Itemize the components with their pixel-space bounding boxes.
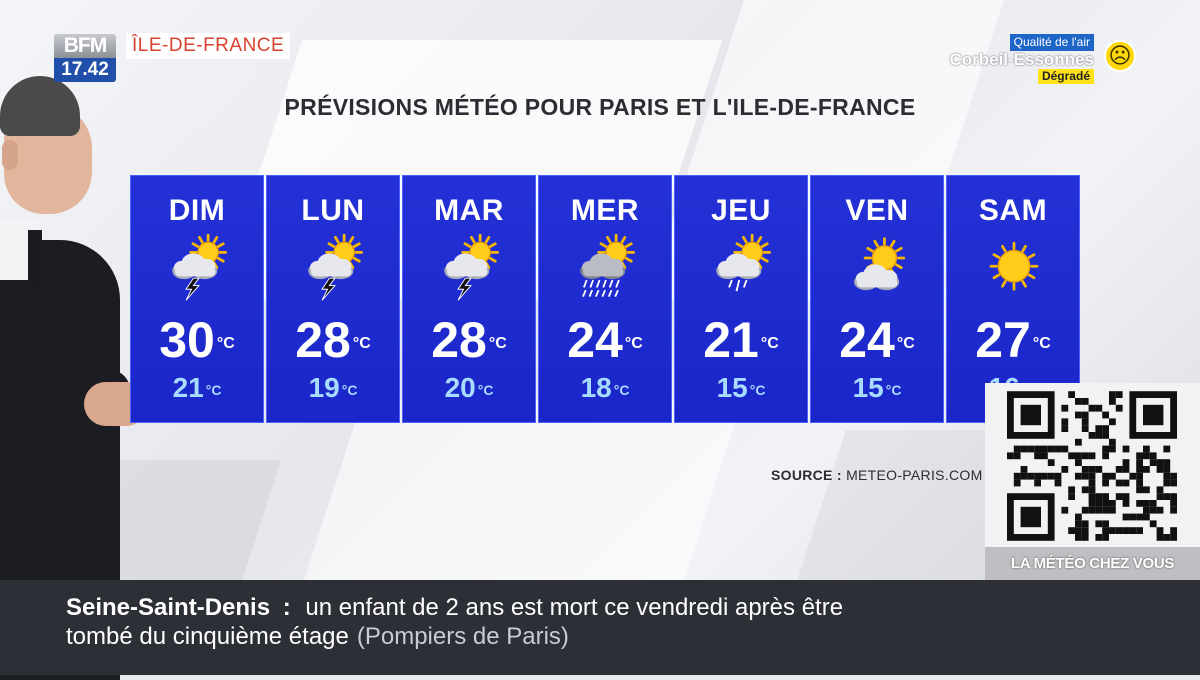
day-name: MAR bbox=[434, 194, 504, 227]
qr-code-icon bbox=[1007, 391, 1177, 541]
temperature-unit: °C bbox=[885, 382, 902, 398]
temperature-max: 24 °C bbox=[539, 312, 671, 368]
temperature-max-value: 28 bbox=[431, 312, 487, 368]
temperature-min: 21 °C bbox=[131, 372, 263, 404]
temperature-unit: °C bbox=[1032, 335, 1051, 352]
sun-cloud-lightning-icon bbox=[444, 234, 500, 301]
qr-caption: LA MÉTÉO CHEZ VOUS bbox=[985, 547, 1200, 581]
temperature-max-value: 21 bbox=[703, 312, 759, 368]
ticker-line-1: Seine-Saint-Denis : un enfant de 2 ans e… bbox=[66, 594, 843, 622]
page-title: PRÉVISIONS MÉTÉO POUR PARIS ET L'ILE-DE-… bbox=[284, 94, 916, 120]
day-name: LUN bbox=[301, 194, 365, 227]
day-name: DIM bbox=[168, 194, 226, 227]
air-quality-label: Qualité de l'air bbox=[1009, 34, 1094, 51]
sun-cloud-lightning-icon bbox=[172, 234, 228, 301]
ticker-text-continued: tombé du cinquième étage bbox=[66, 623, 349, 650]
temperature-unit: °C bbox=[896, 335, 915, 352]
temperature-max: 28 °C bbox=[267, 312, 399, 368]
ticker-source: (Pompiers de Paris) bbox=[356, 623, 569, 650]
day-name: SAM bbox=[978, 194, 1048, 227]
forecast-day-jeu: JEU 21 °C 15 °C bbox=[674, 175, 808, 423]
ticker-headline: Seine-Saint-Denis bbox=[66, 594, 271, 621]
forecast-day-mar: MAR 28 °C 20 °C bbox=[402, 175, 536, 423]
ticker-text: un enfant de 2 ans est mort ce vendredi … bbox=[305, 594, 844, 621]
day-name: MER bbox=[570, 194, 640, 227]
temperature-unit: °C bbox=[341, 382, 358, 398]
temperature-max-value: 27 bbox=[975, 312, 1031, 368]
air-quality-widget: Qualité de l'air Corbeil-Essonnes Dégrad… bbox=[949, 34, 1140, 84]
temperature-unit: °C bbox=[613, 382, 630, 398]
source-label: SOURCE : bbox=[771, 467, 842, 483]
temperature-unit: °C bbox=[216, 335, 235, 352]
temperature-max: 21 °C bbox=[675, 312, 807, 368]
sun-cloud-heavy-rain-icon bbox=[580, 234, 636, 297]
temperature-min-value: 15 bbox=[716, 372, 748, 403]
sun-cloud-icon bbox=[854, 237, 906, 291]
sun-icon bbox=[989, 241, 1039, 291]
sad-face-icon: ☹ bbox=[1104, 40, 1136, 72]
news-ticker: Seine-Saint-Denis : un enfant de 2 ans e… bbox=[0, 580, 1200, 675]
temperature-unit: °C bbox=[488, 335, 507, 352]
sun-cloud-lightning-icon bbox=[308, 234, 364, 301]
forecast-day-sam: SAM 27°C 16°C bbox=[946, 175, 1080, 423]
sun-cloud-rain-icon bbox=[716, 234, 772, 292]
temperature-max-value: 24 bbox=[567, 312, 623, 368]
qr-code-panel: LA MÉTÉO CHEZ VOUS bbox=[985, 383, 1200, 581]
source-credit: SOURCE : METEO-PARIS.COM bbox=[771, 467, 983, 483]
temperature-unit: °C bbox=[760, 335, 779, 352]
temperature-min: 19 °C bbox=[267, 372, 399, 404]
temperature-unit: °C bbox=[352, 335, 371, 352]
day-name: VEN bbox=[845, 194, 909, 227]
forecast-panel: DIM 30 °C 21 °C LUN 28 °C 19 °C MAR 28 °C 20 °… bbox=[130, 175, 1080, 423]
temperature-min-value: 20 bbox=[444, 372, 476, 403]
channel-logo: BFM 17.42 bbox=[54, 34, 116, 84]
source-value: METEO-PARIS.COM bbox=[846, 467, 983, 483]
temperature-min: 18 °C bbox=[539, 372, 671, 404]
presenter bbox=[0, 70, 160, 680]
air-quality-status: Dégradé bbox=[1037, 69, 1094, 84]
ticker-line-2: tombé du cinquième étage (Pompiers de Par… bbox=[66, 623, 569, 651]
forecast-day-lun: LUN 28 °C 19 °C bbox=[266, 175, 400, 423]
temperature-min-value: 19 bbox=[308, 372, 340, 403]
temperature-min-value: 18 bbox=[580, 372, 612, 403]
temperature-max-value: 24 bbox=[839, 312, 895, 368]
temperature-unit: °C bbox=[749, 382, 766, 398]
logo-text: BFM bbox=[54, 34, 116, 58]
temperature-min: 15 °C bbox=[675, 372, 807, 404]
temperature-max: 24 °C bbox=[811, 312, 943, 368]
temperature-max: 27 °C bbox=[947, 312, 1079, 368]
temperature-unit: °C bbox=[205, 382, 222, 398]
temperature-max-value: 30 bbox=[159, 312, 215, 368]
forecast-day-dim: DIM 30 °C 21 °C bbox=[130, 175, 264, 423]
forecast-day-mer: MER 24 °C 18 °C bbox=[538, 175, 672, 423]
temperature-min: 20 °C bbox=[403, 372, 535, 404]
ticker-separator: : bbox=[282, 594, 291, 621]
temperature-max: 30 °C bbox=[131, 312, 263, 368]
temperature-unit: °C bbox=[477, 382, 494, 398]
temperature-min-value: 21 bbox=[172, 372, 204, 403]
temperature-max-value: 28 bbox=[295, 312, 351, 368]
temperature-max: 28 °C bbox=[403, 312, 535, 368]
region-label: ÎLE-DE-FRANCE bbox=[126, 33, 291, 59]
temperature-min: 15 °C bbox=[811, 372, 943, 404]
air-quality-city: Corbeil-Essonnes bbox=[949, 50, 1094, 69]
forecast-day-ven: VEN 24 °C 15 °C bbox=[810, 175, 944, 423]
temperature-min-value: 15 bbox=[852, 372, 884, 403]
day-name: JEU bbox=[711, 194, 771, 227]
clock: 17.42 bbox=[54, 58, 116, 82]
temperature-unit: °C bbox=[624, 335, 643, 352]
